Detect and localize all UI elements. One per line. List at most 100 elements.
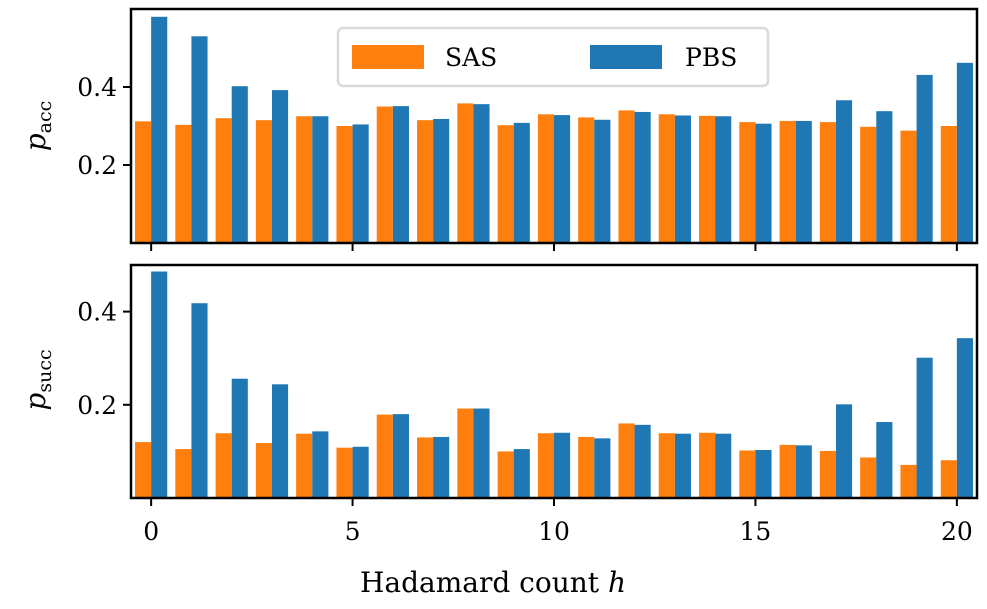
bar-acc-pbs-2 (231, 86, 248, 243)
bar-acc-sas-11 (578, 117, 595, 243)
bar-acc-pbs-15 (755, 123, 772, 243)
legend: SAS PBS (336, 26, 770, 88)
xtick-label-0: 0 (143, 517, 159, 546)
x-axis-title-text: Hadamard count (360, 566, 608, 599)
bar-acc-sas-15 (739, 122, 756, 243)
bar-acc-pbs-13 (674, 115, 691, 243)
ytick-label-acc-0: 0.2 (77, 151, 117, 180)
bar-succ-pbs-20 (956, 338, 973, 498)
bar-succ-sas-4 (296, 433, 313, 498)
bar-succ-sas-10 (537, 433, 554, 498)
y-axis-title-succ-base: p (19, 393, 52, 411)
bar-succ-sas-5 (336, 447, 353, 498)
bar-acc-pbs-3 (272, 90, 289, 244)
ytick-label-succ-1: 0.4 (77, 298, 117, 327)
y-axis-title-acc-base: p (19, 133, 52, 151)
bar-succ-sas-13 (658, 433, 675, 498)
bar-succ-sas-19 (900, 464, 917, 498)
legend-label-sas: SAS (445, 43, 497, 72)
legend-label-pbs: PBS (685, 43, 737, 72)
y-axis-title-succ-sub: succ (34, 349, 56, 392)
legend-swatch-pbs (590, 45, 662, 69)
bar-succ-sas-11 (578, 436, 595, 498)
bar-succ-sas-7 (417, 437, 434, 498)
x-axis-title: Hadamard count h (360, 566, 626, 599)
bar-acc-pbs-9 (513, 122, 530, 243)
bar-acc-sas-16 (779, 120, 796, 243)
legend-swatch-sas (352, 45, 424, 69)
bar-acc-sas-3 (255, 120, 272, 243)
bar-succ-pbs-4 (312, 431, 329, 498)
bar-acc-pbs-20 (956, 62, 973, 243)
bar-acc-pbs-18 (876, 111, 893, 244)
bar-succ-sas-17 (819, 450, 836, 498)
y-axis-title-acc-sub: acc (34, 101, 56, 134)
bar-acc-sas-8 (457, 103, 474, 243)
bar-acc-sas-20 (940, 126, 957, 243)
bar-succ-pbs-9 (513, 449, 530, 498)
bar-succ-sas-16 (779, 444, 796, 498)
bar-acc-sas-18 (860, 126, 877, 243)
bar-succ-sas-20 (940, 460, 957, 498)
y-axis-title-acc: pacc (19, 101, 56, 152)
xtick-label-1: 5 (345, 517, 361, 546)
bar-succ-pbs-18 (876, 422, 893, 498)
bar-succ-sas-6 (376, 414, 393, 498)
ytick-label-succ-0: 0.2 (77, 391, 117, 420)
xtick-label-2: 10 (538, 517, 570, 546)
bar-succ-sas-1 (175, 449, 192, 498)
bar-succ-sas-15 (739, 450, 756, 498)
bar-acc-pbs-10 (554, 115, 571, 243)
bar-succ-pbs-11 (594, 438, 611, 498)
bar-succ-pbs-3 (272, 384, 289, 498)
bar-succ-pbs-16 (795, 445, 812, 498)
panel-acceptance: 0.2 0.4 (77, 7, 979, 251)
bar-acc-sas-12 (618, 110, 635, 244)
legend-frame (336, 26, 770, 88)
bar-succ-pbs-1 (191, 303, 208, 498)
bar-acc-sas-9 (497, 125, 514, 243)
bar-succ-pbs-0 (151, 271, 168, 498)
bar-succ-sas-8 (457, 408, 474, 498)
xtick-label-3: 15 (740, 517, 772, 546)
bar-acc-pbs-1 (191, 36, 208, 243)
y-axis-title-succ: psucc (19, 349, 56, 410)
bar-acc-pbs-16 (795, 120, 812, 243)
x-axis-title-var: h (608, 566, 626, 599)
panel-success: 0.2 0.4 0 5 10 15 20 (77, 263, 979, 546)
bar-acc-pbs-5 (352, 124, 369, 243)
bar-acc-pbs-7 (433, 118, 450, 243)
bar-acc-sas-2 (215, 118, 232, 243)
bar-acc-sas-19 (900, 130, 917, 243)
bar-acc-sas-14 (699, 115, 716, 243)
bar-acc-sas-6 (376, 106, 393, 243)
ytick-label-acc-1: 0.4 (77, 73, 117, 102)
bar-succ-pbs-2 (231, 378, 248, 498)
bar-acc-sas-17 (819, 122, 836, 243)
bar-acc-pbs-12 (634, 111, 651, 244)
bar-succ-pbs-5 (352, 446, 369, 498)
bar-succ-pbs-13 (674, 433, 691, 498)
bar-acc-sas-1 (175, 124, 192, 243)
bar-succ-sas-3 (255, 443, 272, 498)
bar-acc-sas-0 (135, 121, 152, 243)
bar-acc-sas-5 (336, 126, 353, 243)
bar-succ-pbs-15 (755, 450, 772, 498)
bar-succ-pbs-17 (836, 404, 853, 498)
bar-acc-pbs-6 (392, 106, 409, 243)
bar-succ-sas-2 (215, 433, 232, 498)
bar-acc-pbs-19 (916, 74, 933, 243)
bar-succ-pbs-19 (916, 357, 933, 498)
bar-succ-sas-9 (497, 451, 514, 498)
bar-succ-sas-14 (699, 432, 716, 498)
bar-succ-sas-18 (860, 457, 877, 498)
bar-succ-pbs-7 (433, 436, 450, 498)
bar-acc-pbs-0 (151, 16, 168, 243)
bar-succ-pbs-14 (715, 433, 732, 498)
bar-acc-sas-7 (417, 120, 434, 243)
bar-acc-sas-10 (537, 114, 554, 243)
xtick-label-4: 20 (941, 517, 973, 546)
bar-succ-sas-12 (618, 423, 635, 498)
bar-succ-pbs-8 (473, 408, 490, 498)
